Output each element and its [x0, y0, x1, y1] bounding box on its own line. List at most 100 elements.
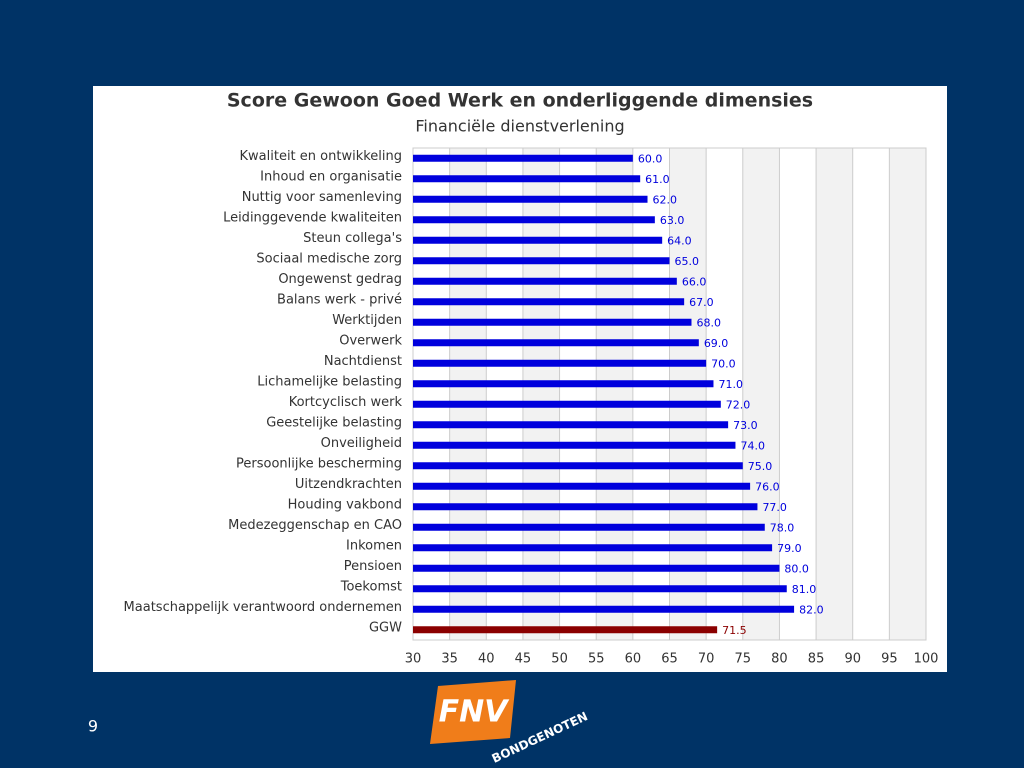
y-tick-label: Kwaliteit en ontwikkeling	[240, 149, 403, 164]
value-label: 62.0	[653, 193, 678, 206]
y-tick-label: Sociaal medische zorg	[256, 251, 402, 266]
value-label: 74.0	[740, 439, 765, 452]
bar	[413, 359, 707, 367]
x-tick-label: 35	[441, 652, 458, 667]
x-tick-label: 70	[698, 652, 715, 667]
bar	[413, 523, 765, 531]
bar	[413, 257, 670, 265]
y-tick-label: Maatschappelijk verantwoord ondernemen	[124, 600, 402, 615]
stripe	[816, 148, 853, 640]
value-label: 71.0	[718, 378, 743, 391]
bar	[413, 503, 758, 511]
value-label: 79.0	[777, 542, 802, 555]
value-label: 80.0	[784, 562, 809, 575]
value-label: 82.0	[799, 603, 824, 616]
bar	[413, 421, 729, 429]
y-tick-label: Houding vakbond	[288, 497, 402, 512]
x-tick-label: 90	[844, 652, 861, 667]
y-tick-label: Uitzendkrachten	[295, 477, 402, 492]
chart-background	[93, 86, 947, 672]
y-tick-label: GGW	[369, 620, 402, 635]
stripe	[742, 148, 780, 640]
y-tick-label: Balans werk - privé	[277, 292, 402, 307]
x-tick-label: 85	[808, 652, 825, 667]
x-tick-label: 95	[881, 652, 898, 667]
y-tick-label: Toekomst	[340, 579, 402, 594]
value-label: 73.0	[733, 419, 758, 432]
x-tick-label: 80	[771, 652, 788, 667]
value-label: 81.0	[792, 583, 817, 596]
bar	[413, 318, 692, 326]
bar	[413, 605, 795, 613]
bar	[413, 544, 773, 552]
y-tick-label: Leidinggevende kwaliteiten	[223, 210, 402, 225]
bar	[413, 482, 751, 490]
bar	[413, 400, 721, 408]
x-tick-label: 60	[625, 652, 642, 667]
y-tick-label: Lichamelijke belasting	[257, 374, 402, 389]
bar	[413, 380, 714, 388]
value-label: 70.0	[711, 357, 736, 370]
plot-frame	[412, 147, 927, 641]
bar	[413, 585, 787, 593]
chart-title: Score Gewoon Goed Werk en onderliggende …	[227, 90, 813, 112]
y-tick-label: Nuttig voor samenleving	[242, 190, 402, 205]
stripe	[889, 148, 926, 640]
value-label: 66.0	[682, 275, 707, 288]
y-tick-label: Ongewenst gedrag	[278, 272, 402, 287]
y-tick-label: Steun collega's	[303, 231, 402, 246]
logo-block	[430, 680, 516, 744]
value-label: 78.0	[770, 521, 795, 534]
y-tick-label: Inhoud en organisatie	[260, 169, 402, 184]
bar	[413, 277, 677, 285]
value-label: 76.0	[755, 480, 780, 493]
value-label: 65.0	[675, 255, 700, 268]
x-tick-label: 45	[515, 652, 532, 667]
y-tick-label: Pensioen	[344, 559, 402, 574]
x-tick-label: 40	[478, 652, 495, 667]
plot: 30 35 40 45 50 55 60 65 70 75 80 85 90 95 100 Kwaliteit…	[124, 147, 939, 667]
y-tick-label: Nachtdienst	[324, 354, 402, 369]
value-label: 69.0	[704, 337, 729, 350]
bar	[413, 175, 641, 183]
x-tick-label: 100	[914, 652, 939, 667]
value-label: 72.0	[726, 398, 751, 411]
value-label: 68.0	[696, 316, 721, 329]
value-label: 60.0	[638, 152, 663, 165]
value-label: 71.5	[722, 624, 747, 637]
logo-text: FNV	[439, 695, 511, 730]
bar	[413, 339, 699, 347]
value-label: 75.0	[748, 460, 773, 473]
stripe	[669, 148, 707, 640]
bar	[413, 462, 743, 470]
y-tick-label: Persoonlijke bescherming	[236, 456, 402, 471]
stripe	[596, 148, 633, 640]
y-tick-label: Kortcyclisch werk	[289, 395, 403, 410]
x-tick-label: 75	[735, 652, 752, 667]
bar	[413, 216, 655, 224]
bar	[413, 195, 648, 203]
x-tick-label: 30	[405, 652, 422, 667]
bar	[413, 236, 663, 244]
bar	[413, 154, 633, 162]
y-tick-label: Geestelijke belasting	[266, 415, 402, 430]
stripe	[449, 148, 487, 640]
y-tick-label: Overwerk	[339, 333, 402, 348]
y-tick-label: Werktijden	[332, 313, 402, 328]
bar	[413, 564, 780, 572]
value-label: 67.0	[689, 296, 714, 309]
bar	[413, 441, 736, 449]
value-label: 64.0	[667, 234, 692, 247]
value-label: 77.0	[762, 501, 787, 514]
bar	[413, 626, 718, 634]
x-tick-label: 65	[661, 652, 678, 667]
page-number: 9	[88, 717, 98, 736]
stripe	[522, 148, 560, 640]
value-label: 63.0	[660, 214, 685, 227]
y-tick-label: Onveiligheid	[321, 436, 402, 451]
y-tick-label: Medezeggenschap en CAO	[228, 518, 402, 533]
value-label: 61.0	[645, 173, 670, 186]
y-tick-label: Inkomen	[346, 538, 402, 553]
